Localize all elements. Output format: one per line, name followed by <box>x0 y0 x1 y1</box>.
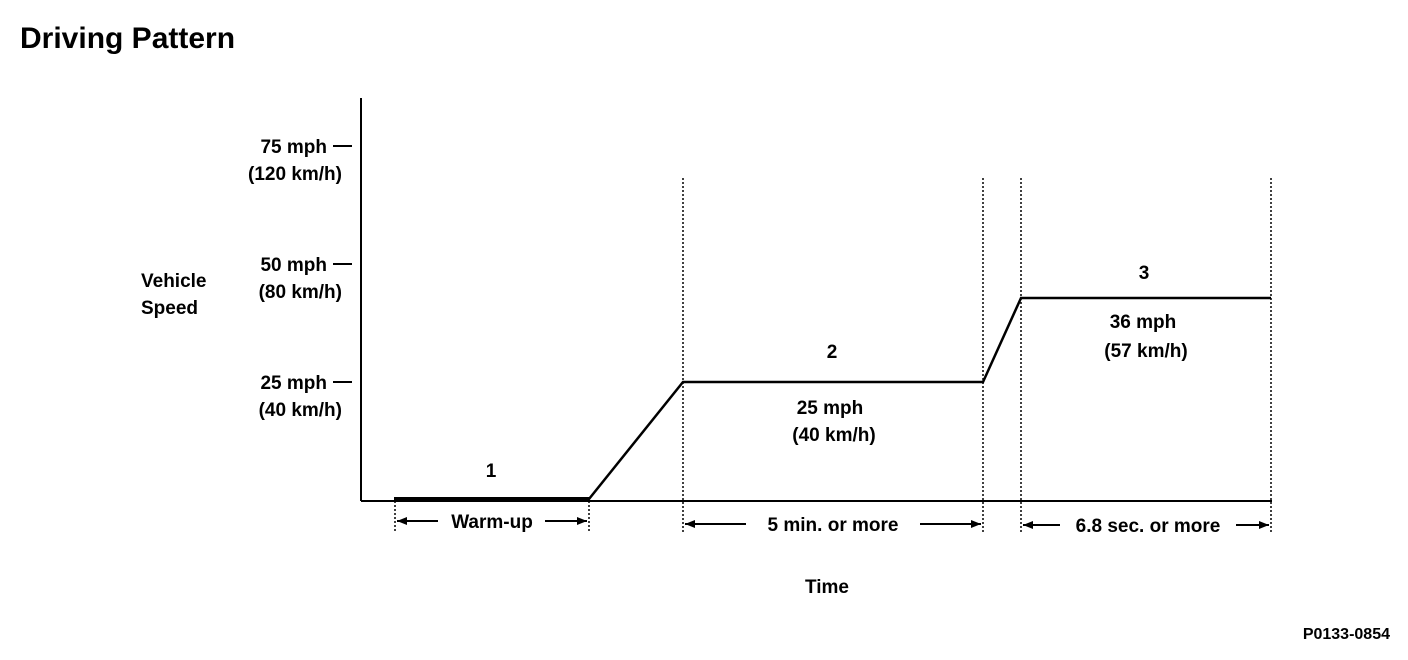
page-title: Driving Pattern <box>20 22 236 55</box>
step-3-speed-mph: 36 mph <box>1110 312 1177 333</box>
y-tick-25-kmh: (40 km/h) <box>259 400 342 421</box>
step-3-number: 3 <box>1139 263 1150 284</box>
y-tick-75-mph: 75 mph <box>260 137 327 158</box>
step-2-duration: 5 min. or more <box>768 515 899 536</box>
step-3-speed-kmh: (57 km/h) <box>1104 341 1187 362</box>
step-1-duration: Warm-up <box>451 512 533 533</box>
y-tick-25-mph: 25 mph <box>260 373 327 394</box>
x-axis-label: Time <box>805 577 849 598</box>
step-2-speed-kmh: (40 km/h) <box>792 425 875 446</box>
y-axis-label-line-1: Vehicle <box>141 271 207 292</box>
step-2-number: 2 <box>827 342 838 363</box>
y-axis-label-line-2: Speed <box>141 298 198 319</box>
step-1-number: 1 <box>486 461 497 482</box>
step-2-speed-mph: 25 mph <box>797 398 864 419</box>
step-3-duration: 6.8 sec. or more <box>1076 516 1221 537</box>
y-tick-50-mph: 50 mph <box>260 255 327 276</box>
y-tick-50-kmh: (80 km/h) <box>259 282 342 303</box>
y-tick-75-kmh: (120 km/h) <box>248 164 342 185</box>
figure-code: P0133-0854 <box>1302 626 1390 643</box>
